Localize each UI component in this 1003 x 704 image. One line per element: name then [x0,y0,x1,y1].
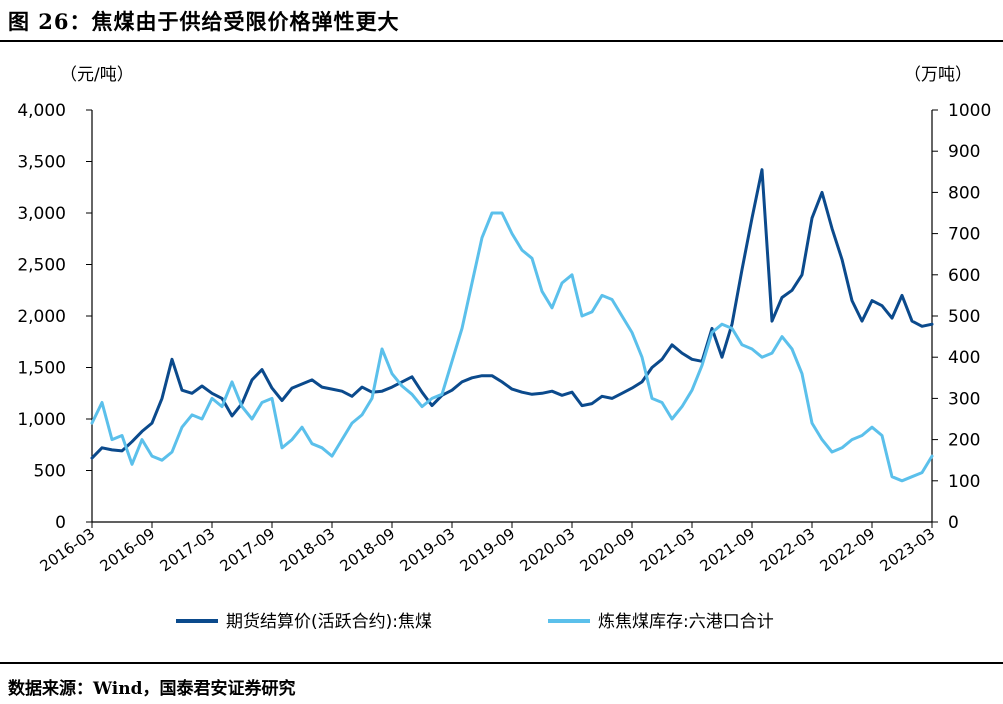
right-y-tick-label: 600 [948,266,980,286]
x-tick-label: 2018-03 [277,525,339,576]
left-y-tick-label: 500 [34,462,66,482]
legend: 期货结算价(活跃合约):焦煤 炼焦煤库存:六港口合计 [176,612,774,632]
x-tick-label: 2021-09 [697,525,759,576]
left-axis-unit: （元/吨） [60,65,134,85]
left-y-tick-label: 2,000 [17,307,66,327]
right-axis-unit: （万吨） [904,65,972,85]
series-line-inventory [90,211,934,483]
legend-item-inventory: 炼焦煤库存:六港口合计 [548,612,774,632]
left-y-tick-label: 1,500 [17,359,66,379]
source-rule [0,662,1003,664]
figure-title: 图 26：焦煤由于供给受限价格弹性更大 [8,9,400,34]
x-tick-label: 2019-03 [397,525,459,576]
x-tick-label: 2021-03 [637,525,699,576]
x-tick-label: 2016-09 [97,525,159,576]
x-tick-label: 2017-03 [157,525,219,576]
title-rule [0,40,1003,42]
x-tick-label: 2022-09 [817,525,879,576]
right-y-tick-label: 300 [948,389,980,409]
right-y-tick-label: 500 [948,307,980,327]
right-y-tick-label: 1000 [948,101,991,121]
x-tick-label: 2020-09 [577,525,639,576]
x-tick-label: 2022-03 [757,525,819,576]
right-y-tick-label: 0 [948,513,959,533]
legend-label: 炼焦煤库存:六港口合计 [598,612,774,632]
right-y-tick-label: 900 [948,142,980,162]
left-y-tick-label: 2,500 [17,256,66,276]
x-tick-label: 2018-09 [337,525,399,576]
x-tick-label: 2023-03 [877,525,939,576]
right-y-tick-label: 800 [948,183,980,203]
right-y-tick-label: 100 [948,472,980,492]
series-line-price [90,168,934,460]
left-y-tick-label: 3,000 [17,204,66,224]
right-y-tick-label: 200 [948,431,980,451]
x-tick-label: 2016-03 [37,525,99,576]
x-tick-label: 2017-09 [217,525,279,576]
left-y-tick-label: 3,500 [17,153,66,173]
right-y-tick-label: 700 [948,225,980,245]
x-tick-label: 2019-09 [457,525,519,576]
x-tick-label: 2020-03 [517,525,579,576]
right-y-tick-label: 400 [948,348,980,368]
left-y-tick-label: 0 [55,513,66,533]
left-y-tick-label: 1,000 [17,410,66,430]
series-lines [90,168,934,483]
legend-item-price: 期货结算价(活跃合约):焦煤 [176,612,432,632]
left-y-tick-label: 4,000 [17,101,66,121]
axes: 0 500 1,000 1,500 2,000 2,500 3,000 3,500 4,000 0… [17,65,991,575]
source-note: 数据来源：Wind，国泰君安证券研究 [8,679,296,699]
legend-label: 期货结算价(活跃合约):焦煤 [226,612,432,632]
